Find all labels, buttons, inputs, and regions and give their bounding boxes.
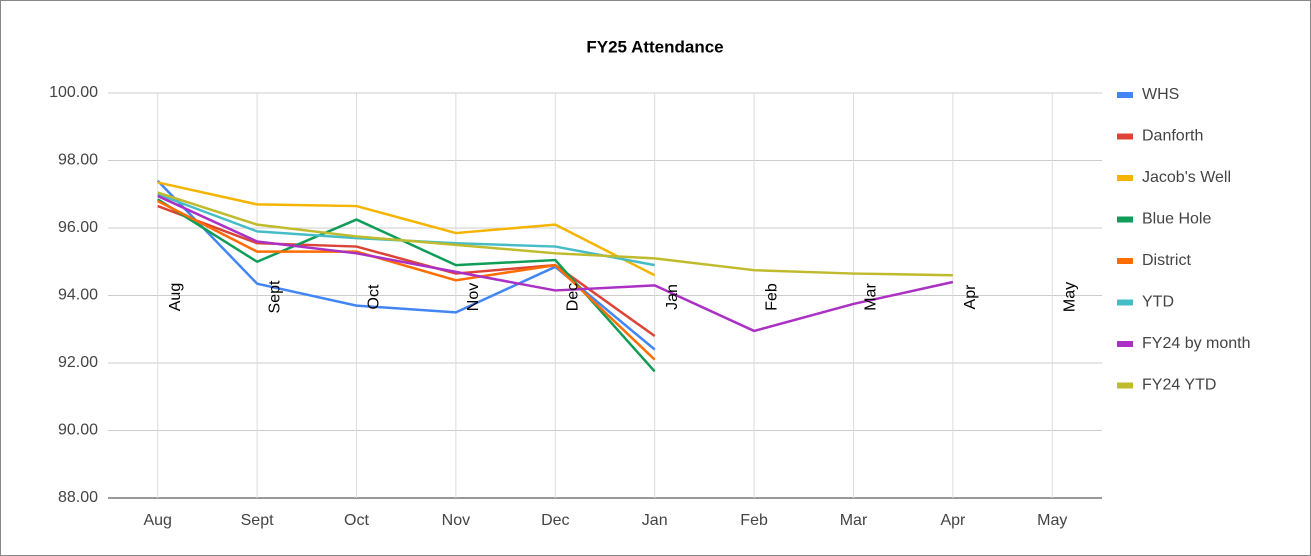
y-tick-label: 94.00 (58, 287, 98, 304)
legend-swatch (1117, 175, 1133, 181)
legend-label: District (1142, 252, 1191, 269)
legend-swatch (1117, 133, 1133, 140)
legend-swatch (1117, 216, 1133, 223)
legend-label: WHS (1142, 86, 1179, 103)
x-tick-label: Dec (541, 512, 569, 529)
chart-title: FY25 Attendance (586, 37, 723, 56)
x-tick-label: Feb (740, 512, 768, 529)
rotated-category-label: Jan (664, 284, 681, 310)
legend-label: Blue Hole (1142, 211, 1211, 228)
series-line (157, 194, 954, 333)
rotated-category-label: Apr (962, 284, 979, 310)
y-tick-label: 90.00 (58, 422, 98, 439)
legend-swatch (1117, 299, 1133, 306)
legend-label: YTD (1142, 294, 1174, 311)
y-tick-label: 96.00 (58, 219, 98, 236)
rotated-category-label: May (1062, 282, 1079, 312)
x-tick-label: Jan (642, 512, 668, 529)
legend-swatch (1117, 258, 1133, 264)
legend-swatch (1117, 92, 1133, 98)
series-line (157, 191, 953, 277)
series-line (157, 181, 656, 277)
y-tick-label: 88.00 (58, 489, 98, 506)
x-tick-label: Sept (241, 512, 274, 529)
legend-swatch (1117, 341, 1133, 347)
y-tick-label: 98.00 (58, 152, 98, 169)
y-tick-label: 100.00 (49, 84, 98, 101)
legend-label: Jacob's Well (1142, 169, 1231, 186)
x-tick-label: Apr (940, 512, 966, 529)
rotated-category-label: Mar (863, 283, 880, 311)
series-line (157, 199, 656, 361)
x-tick-label: Mar (840, 512, 868, 529)
legend-label: FY24 by month (1142, 335, 1251, 352)
rotated-category-label: Oct (366, 284, 383, 309)
rotated-category-label: Nov (465, 283, 482, 311)
x-tick-label: Nov (442, 512, 470, 529)
rotated-category-label: Feb (763, 283, 780, 311)
y-tick-label: 92.00 (58, 354, 98, 371)
rotated-category-label: Aug (167, 283, 184, 311)
legend-label: Danforth (1142, 128, 1203, 145)
rotated-category-label: Sept (266, 280, 283, 313)
x-tick-label: May (1037, 512, 1067, 529)
legend-swatch (1117, 382, 1133, 389)
series-line (157, 198, 656, 373)
x-tick-label: Oct (344, 512, 369, 529)
x-tick-label: Aug (143, 512, 171, 529)
rotated-category-label: Dec (565, 283, 582, 311)
legend-label: FY24 YTD (1142, 377, 1216, 394)
